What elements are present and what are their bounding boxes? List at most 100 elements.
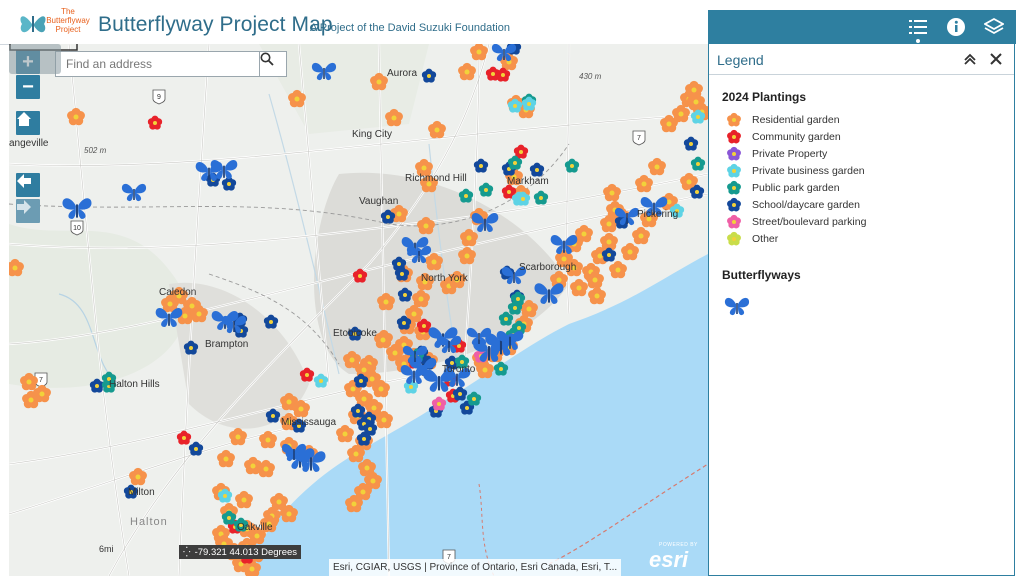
butterflyway-marker[interactable] bbox=[402, 345, 428, 364]
planting-marker[interactable] bbox=[452, 386, 468, 401]
planting-marker[interactable] bbox=[397, 287, 413, 302]
planting-marker[interactable] bbox=[67, 107, 85, 126]
butterflyway-marker[interactable] bbox=[311, 62, 337, 81]
planting-marker[interactable] bbox=[188, 441, 204, 456]
planting-marker[interactable] bbox=[183, 340, 199, 355]
butterflyway-marker[interactable] bbox=[281, 443, 307, 462]
layers-button[interactable] bbox=[974, 10, 1014, 44]
planting-marker[interactable] bbox=[375, 410, 393, 429]
planting-marker[interactable] bbox=[431, 396, 447, 411]
planting-marker[interactable] bbox=[600, 214, 618, 233]
planting-marker[interactable] bbox=[417, 216, 435, 235]
planting-marker[interactable] bbox=[22, 390, 40, 409]
planting-marker[interactable] bbox=[425, 252, 443, 271]
planting-marker[interactable] bbox=[412, 289, 430, 308]
planting-marker[interactable] bbox=[288, 89, 306, 108]
planting-marker[interactable] bbox=[680, 172, 698, 191]
planting-marker[interactable] bbox=[374, 330, 392, 349]
butterflyway-marker[interactable] bbox=[121, 183, 147, 202]
planting-marker[interactable] bbox=[260, 514, 278, 533]
legend-toggle-button[interactable] bbox=[898, 10, 938, 44]
planting-marker[interactable] bbox=[600, 232, 618, 251]
map-view[interactable]: 9 7 10 7 7 Aurora 430 m King City angeville 502 … bbox=[9, 44, 708, 576]
planting-marker[interactable] bbox=[564, 158, 580, 173]
planting-marker[interactable] bbox=[353, 373, 369, 388]
planting-marker[interactable] bbox=[476, 360, 494, 379]
planting-marker[interactable] bbox=[176, 430, 192, 445]
planting-marker[interactable] bbox=[470, 44, 488, 61]
home-button[interactable] bbox=[16, 111, 40, 135]
planting-marker[interactable] bbox=[632, 226, 650, 245]
planting-marker[interactable] bbox=[217, 488, 233, 503]
planting-marker[interactable] bbox=[415, 158, 433, 177]
planting-marker[interactable] bbox=[343, 350, 361, 369]
butterflyway-marker[interactable] bbox=[400, 365, 428, 385]
planting-marker[interactable] bbox=[292, 399, 310, 418]
planting-marker[interactable] bbox=[565, 258, 583, 277]
planting-marker[interactable] bbox=[416, 272, 434, 291]
planting-marker[interactable] bbox=[648, 157, 666, 176]
planting-marker[interactable] bbox=[386, 343, 404, 362]
planting-marker[interactable] bbox=[550, 270, 568, 289]
planting-marker[interactable] bbox=[515, 191, 531, 206]
planting-marker[interactable] bbox=[354, 482, 372, 501]
planting-marker[interactable] bbox=[498, 311, 514, 326]
butterflyway-marker[interactable] bbox=[534, 283, 564, 304]
planting-marker[interactable] bbox=[352, 268, 368, 283]
butterflyway-marker[interactable] bbox=[640, 197, 668, 217]
planting-marker[interactable] bbox=[263, 314, 279, 329]
planting-marker[interactable] bbox=[291, 418, 307, 433]
planting-marker[interactable] bbox=[313, 373, 329, 388]
planting-marker[interactable] bbox=[507, 98, 523, 113]
planting-marker[interactable] bbox=[350, 403, 366, 418]
butterflyway-marker[interactable] bbox=[443, 368, 471, 388]
butterfly-symbol[interactable] bbox=[724, 297, 750, 316]
planting-marker[interactable] bbox=[345, 494, 363, 513]
planting-marker[interactable] bbox=[370, 72, 388, 91]
planting-marker[interactable] bbox=[458, 188, 474, 203]
planting-marker[interactable] bbox=[364, 471, 382, 490]
planting-marker[interactable] bbox=[416, 318, 432, 333]
planting-marker[interactable] bbox=[372, 379, 390, 398]
zoom-out-button[interactable]: − bbox=[16, 75, 40, 99]
planting-marker[interactable] bbox=[513, 144, 529, 159]
planting-marker[interactable] bbox=[448, 270, 466, 289]
planting-marker[interactable] bbox=[235, 490, 253, 509]
planting-marker[interactable] bbox=[603, 183, 621, 202]
planting-marker[interactable] bbox=[380, 209, 396, 224]
planting-marker[interactable] bbox=[233, 517, 249, 532]
planting-marker[interactable] bbox=[396, 315, 412, 330]
close-icon[interactable] bbox=[988, 51, 1004, 67]
planting-marker[interactable] bbox=[161, 294, 179, 313]
planting-marker[interactable] bbox=[588, 286, 606, 305]
search-button[interactable] bbox=[259, 52, 286, 76]
planting-marker[interactable] bbox=[385, 108, 403, 127]
butterflyway-marker[interactable] bbox=[491, 44, 517, 62]
planting-marker[interactable] bbox=[221, 510, 237, 525]
planting-marker[interactable] bbox=[529, 162, 545, 177]
planting-marker[interactable] bbox=[129, 467, 147, 486]
butterflyway-marker[interactable] bbox=[221, 315, 247, 334]
planting-marker[interactable] bbox=[147, 115, 163, 130]
butterflyway-marker[interactable] bbox=[496, 331, 524, 351]
planting-marker[interactable] bbox=[265, 408, 281, 423]
planting-marker[interactable] bbox=[20, 372, 38, 391]
butterflyway-marker[interactable] bbox=[436, 335, 462, 354]
planting-marker[interactable] bbox=[635, 174, 653, 193]
search-input[interactable] bbox=[56, 52, 280, 76]
planting-marker[interactable] bbox=[243, 559, 261, 576]
planting-marker[interactable] bbox=[493, 361, 509, 376]
butterflyway-marker[interactable] bbox=[406, 245, 432, 264]
planting-marker[interactable] bbox=[358, 458, 376, 477]
planting-marker[interactable] bbox=[672, 104, 690, 123]
planting-marker[interactable] bbox=[377, 292, 395, 311]
planting-marker[interactable] bbox=[123, 484, 139, 499]
planting-marker[interactable] bbox=[689, 184, 705, 199]
planting-marker[interactable] bbox=[533, 190, 549, 205]
planting-marker[interactable] bbox=[458, 62, 476, 81]
planting-marker[interactable] bbox=[495, 67, 511, 82]
planting-marker[interactable] bbox=[101, 371, 117, 386]
butterflyway-marker[interactable] bbox=[550, 235, 578, 255]
planting-marker[interactable] bbox=[280, 504, 298, 523]
planting-marker[interactable] bbox=[229, 427, 247, 446]
